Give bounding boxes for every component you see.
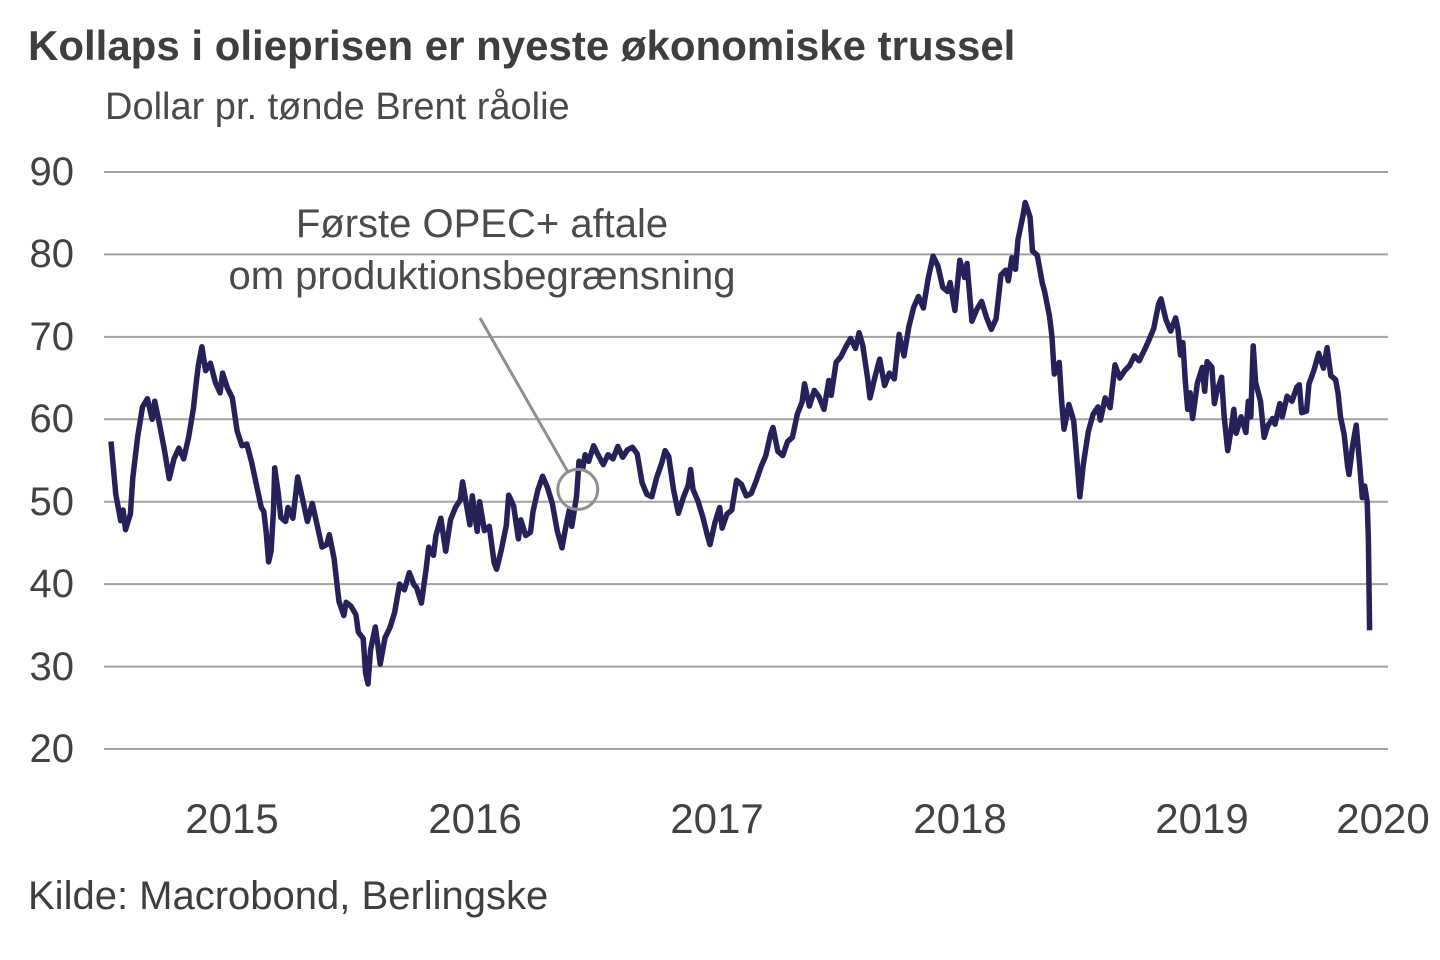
chart-subtitle: Dollar pr. tønde Brent råolie [105, 86, 570, 128]
x-tick-label-2020: 2020 [1336, 795, 1430, 842]
page-title: Kollaps i olieprisen er nyeste økonomisk… [28, 22, 1016, 69]
x-tick-label-2017: 2017 [670, 795, 764, 842]
annotation-leader-line [478, 317, 569, 472]
annotation-text-line2: om produktionsbegrænsning [228, 254, 736, 298]
y-tick-label-40: 40 [29, 562, 75, 606]
y-tick-label-60: 60 [29, 397, 75, 441]
annotation-text: Første OPEC+ aftale om produktionsbegræn… [179, 198, 785, 302]
annotation-circle [556, 467, 600, 511]
y-tick-label-80: 80 [29, 232, 75, 276]
y-tick-label-20: 20 [29, 727, 75, 771]
x-tick-label-2016: 2016 [428, 795, 522, 842]
x-tick-label-2018: 2018 [913, 795, 1007, 842]
source-caption: Kilde: Macrobond, Berlingske [28, 874, 549, 918]
y-tick-label-30: 30 [29, 645, 75, 689]
y-tick-label-90: 90 [29, 150, 75, 194]
y-tick-label-70: 70 [29, 315, 75, 359]
price-line [108, 199, 1373, 687]
annotation-text-line1: Første OPEC+ aftale [295, 202, 669, 246]
x-tick-label-2019: 2019 [1155, 795, 1249, 842]
gridlines [104, 171, 1388, 750]
y-tick-label-50: 50 [29, 480, 75, 524]
x-tick-label-2015: 2015 [185, 795, 279, 842]
